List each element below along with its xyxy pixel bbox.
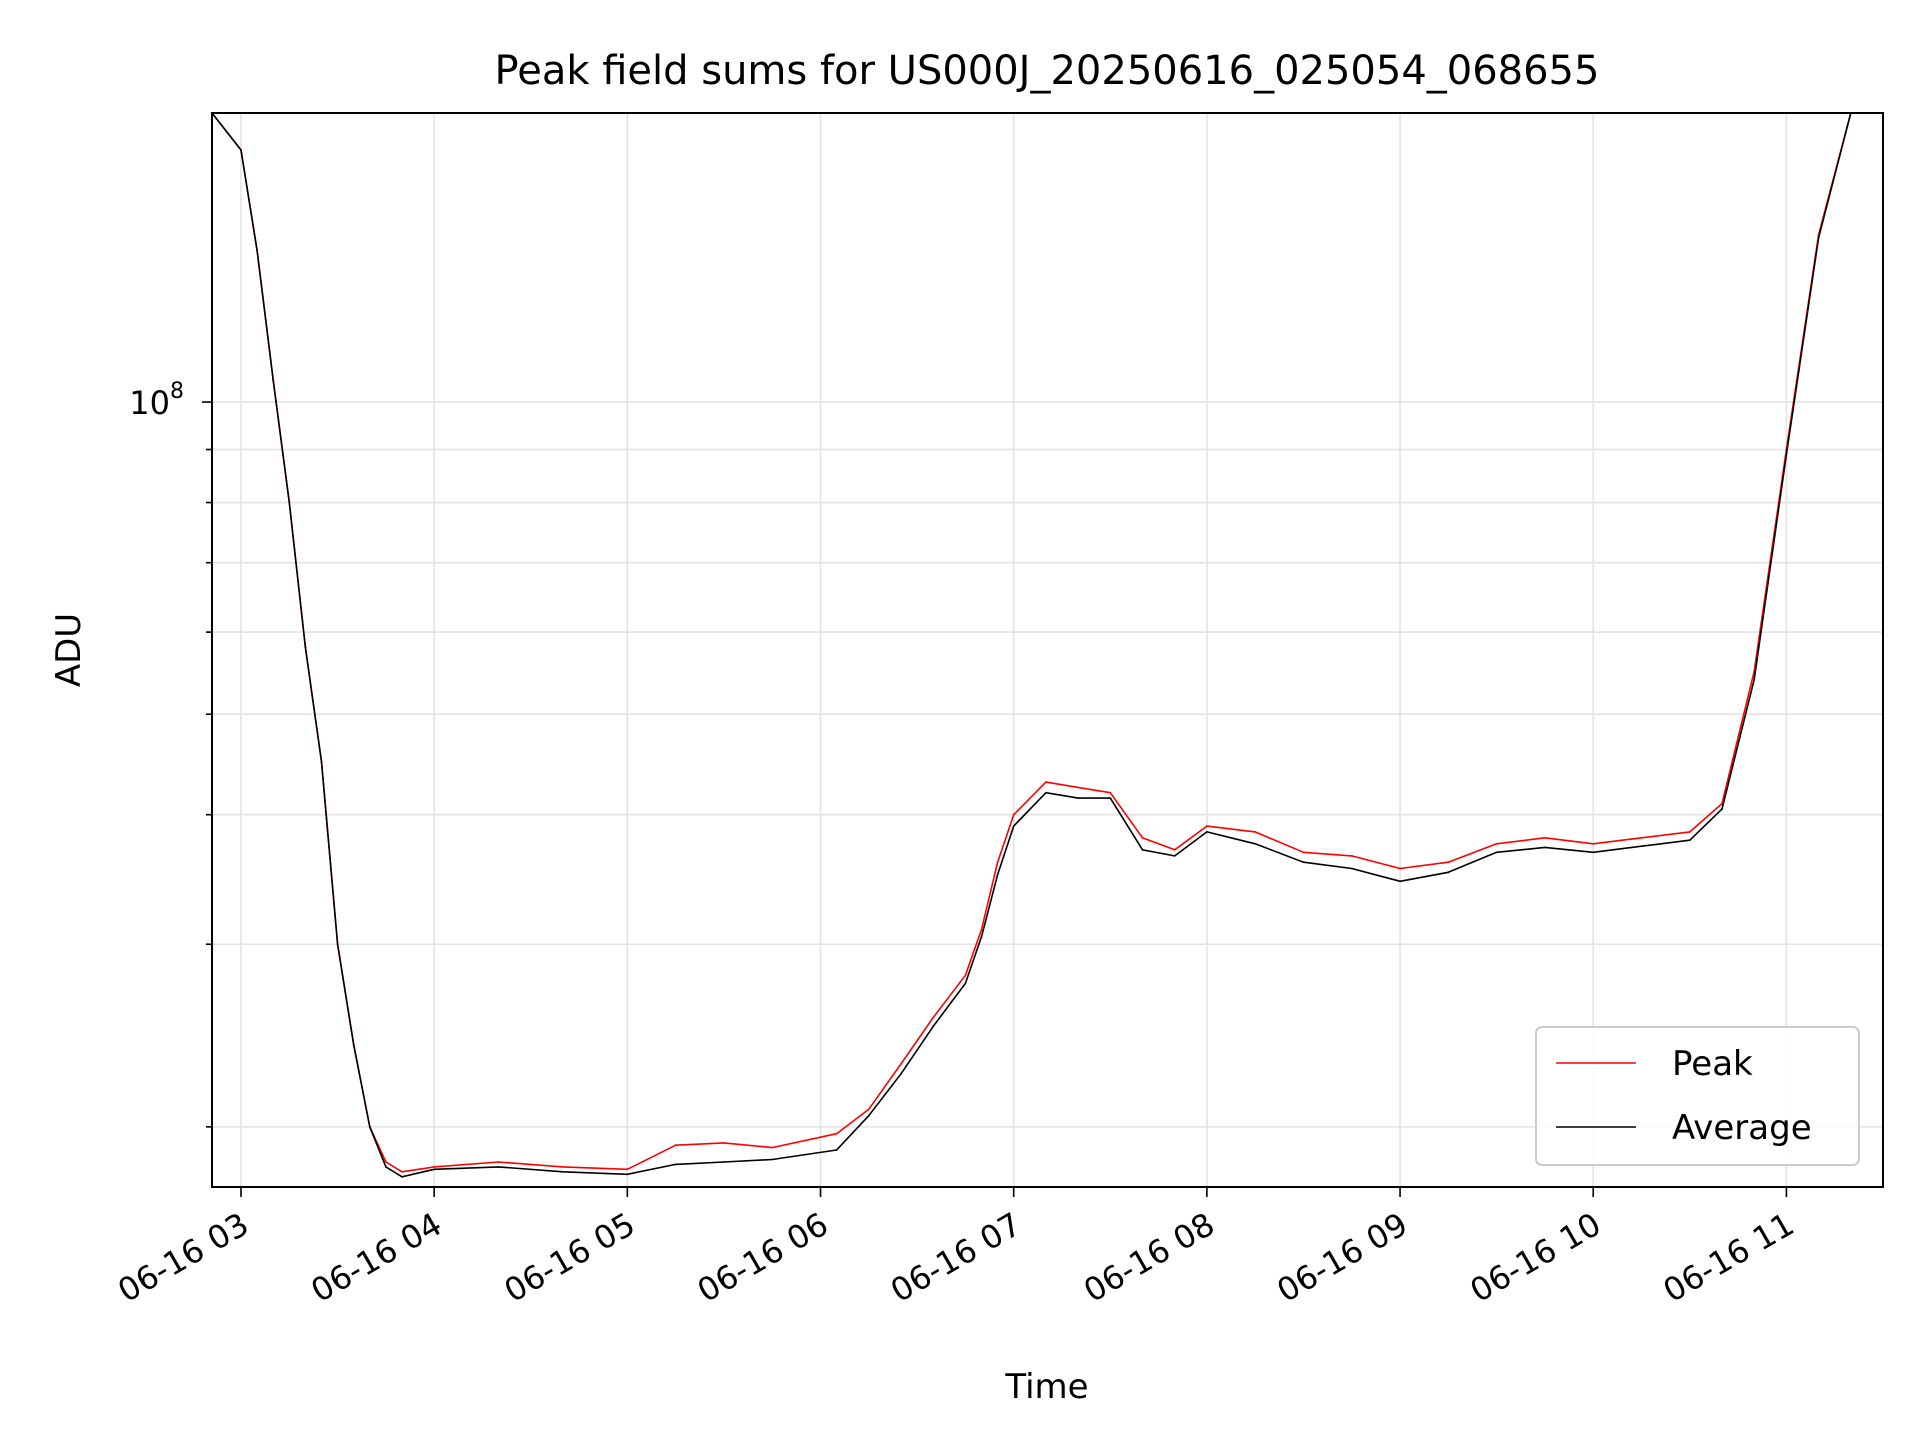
data-point-average — [304, 646, 307, 649]
data-point-average — [433, 1168, 436, 1171]
data-point-average — [980, 935, 983, 938]
data-point-average — [1785, 453, 1788, 456]
data-point-peak — [385, 1161, 387, 1163]
data-point-peak — [626, 1168, 629, 1171]
data-point-peak — [771, 1146, 774, 1149]
data-point-peak — [932, 1016, 935, 1019]
data-point-average — [1109, 797, 1112, 799]
legend-label-average: Average — [1672, 1108, 1812, 1148]
data-point-average — [1753, 678, 1756, 681]
data-point-peak — [1302, 851, 1305, 854]
data-point-peak — [497, 1161, 500, 1163]
data-point-average — [771, 1158, 774, 1161]
data-point-peak — [562, 1166, 564, 1168]
data-point-peak — [996, 861, 999, 864]
data-point-average — [385, 1166, 387, 1168]
data-point-average — [1399, 880, 1401, 883]
data-point-peak — [1077, 786, 1079, 789]
data-point-peak — [1012, 813, 1015, 816]
data-point-average — [1012, 825, 1015, 827]
chart-title: Peak field sums for US000J_20250616_0250… — [495, 48, 1600, 94]
data-point-average — [996, 873, 999, 876]
data-point-average — [368, 1126, 371, 1128]
data-point-average — [288, 501, 291, 504]
data-point-average — [497, 1166, 500, 1168]
data-point-average — [336, 943, 339, 946]
data-point-peak — [964, 974, 967, 977]
data-point-average — [1045, 791, 1047, 794]
grid — [212, 113, 1883, 1187]
legend-label-peak: Peak — [1672, 1044, 1753, 1084]
data-point-average — [562, 1170, 564, 1173]
legend: Peak Average — [1535, 1026, 1860, 1166]
data-point-average — [723, 1161, 725, 1163]
data-point-average — [352, 1043, 355, 1046]
data-point-average — [1206, 831, 1208, 833]
data-point-average — [320, 760, 323, 763]
data-point-average — [1592, 851, 1595, 854]
data-point-average — [1254, 842, 1257, 845]
data-point-average — [272, 379, 275, 381]
data-point-peak — [674, 1144, 677, 1147]
data-point-average — [1302, 861, 1305, 864]
data-point-average — [1640, 845, 1643, 848]
data-point-peak — [1447, 861, 1450, 864]
data-point-peak — [401, 1170, 403, 1173]
data-point-peak — [1045, 781, 1047, 783]
data-point-peak — [1495, 842, 1498, 845]
data-point-average — [674, 1163, 677, 1166]
data-point-average — [964, 982, 967, 985]
data-point-average — [626, 1173, 629, 1176]
y-tick-label: 108 — [129, 379, 184, 422]
data-point-average — [256, 249, 258, 252]
data-point-peak — [1640, 836, 1643, 839]
data-point-peak — [1592, 842, 1595, 845]
data-point-peak — [1350, 855, 1353, 857]
data-point-average — [1817, 236, 1820, 239]
legend-box — [1535, 1026, 1860, 1166]
data-point-peak — [900, 1063, 902, 1065]
data-point-peak — [1544, 836, 1546, 839]
data-point-peak — [980, 928, 983, 931]
data-point-average — [835, 1149, 838, 1151]
data-point-peak — [1109, 791, 1112, 794]
data-point-peak — [1254, 831, 1257, 833]
series-line-average — [212, 113, 1852, 1178]
data-point-average — [932, 1025, 935, 1028]
data-point-peak — [1141, 836, 1144, 839]
data-point-peak — [867, 1108, 870, 1111]
data-point-average — [1447, 871, 1450, 874]
data-point-peak — [1688, 831, 1691, 833]
data-point-average — [900, 1072, 902, 1075]
data-point-average — [1544, 846, 1546, 849]
x-axis-label: Time — [1004, 1367, 1088, 1407]
y-tick-label-exponent: 8 — [170, 379, 184, 404]
data-point-peak — [723, 1142, 725, 1144]
data-point-peak — [1399, 867, 1401, 870]
data-point-average — [1688, 839, 1691, 842]
y-tick-label-base: 10 — [129, 384, 170, 422]
data-point-average — [1173, 855, 1176, 857]
plot-frame — [211, 112, 1884, 1188]
data-point-average — [401, 1175, 403, 1178]
y-axis-label: ADU — [49, 613, 89, 687]
data-point-peak — [835, 1132, 838, 1135]
data-point-average — [1141, 848, 1144, 851]
data-point-average — [240, 149, 242, 151]
data-point-peak — [1173, 848, 1176, 851]
data-point-average — [1077, 797, 1079, 799]
data-point-average — [1350, 867, 1353, 870]
data-point-average — [867, 1114, 870, 1117]
data-point-average — [1721, 808, 1723, 810]
data-point-average — [1495, 851, 1498, 854]
data-point-peak — [433, 1166, 436, 1168]
data-point-peak — [1206, 825, 1208, 827]
